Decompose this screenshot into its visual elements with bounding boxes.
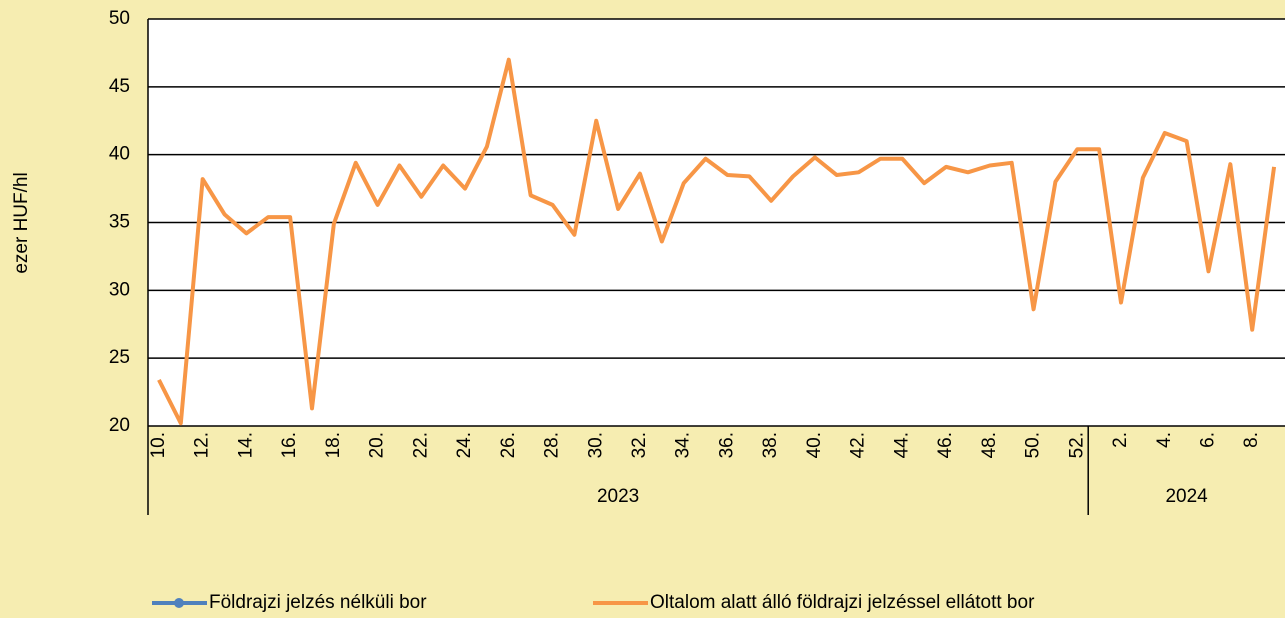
y-tick-label: 45 (109, 76, 130, 97)
group-label: 2023 (597, 486, 639, 507)
x-tick-label: 44. (891, 432, 912, 458)
y-tick-label: 20 (109, 415, 130, 436)
x-tick-label: 8. (1241, 432, 1262, 448)
y-tick-label: 35 (109, 212, 130, 233)
x-tick-label: 6. (1197, 432, 1218, 448)
x-tick-label: 4. (1154, 432, 1175, 448)
x-tick-label: 30. (585, 432, 606, 458)
x-tick-label: 34. (673, 432, 694, 458)
y-tick-label: 40 (109, 144, 130, 165)
x-tick-label: 36. (716, 432, 737, 458)
x-tick-label: 48. (979, 432, 1000, 458)
x-tick-label: 16. (279, 432, 300, 458)
x-tick-label: 2. (1110, 432, 1131, 448)
x-tick-label: 52. (1066, 432, 1087, 458)
x-tick-label: 38. (760, 432, 781, 458)
x-tick-label: 26. (498, 432, 519, 458)
group-label: 2024 (1165, 486, 1208, 507)
x-tick-label: 24. (454, 432, 475, 458)
x-tick-label: 10. (148, 432, 169, 458)
legend-label: Földrajzi jelzés nélküli bor (209, 592, 427, 613)
x-tick-label: 50. (1023, 432, 1044, 458)
x-tick-label: 32. (629, 432, 650, 458)
y-tick-label: 30 (109, 279, 130, 300)
y-tick-label: 25 (109, 347, 130, 368)
x-tick-label: 18. (323, 432, 344, 458)
x-tick-label: 28. (542, 432, 563, 458)
x-tick-label: 22. (410, 432, 431, 458)
x-tick-label: 40. (804, 432, 825, 458)
y-axis-label: ezer HUF/hl (11, 172, 32, 273)
y-tick-label: 50 (109, 8, 130, 29)
x-tick-label: 12. (192, 432, 213, 458)
x-tick-label: 46. (935, 432, 956, 458)
legend-marker (174, 598, 184, 608)
x-tick-label: 42. (848, 432, 869, 458)
x-tick-label: 20. (367, 432, 388, 458)
x-tick-label: 14. (235, 432, 256, 458)
series-line (157, 57, 1277, 426)
legend-label: Oltalom alatt álló földrajzi jelzéssel e… (650, 592, 1035, 613)
